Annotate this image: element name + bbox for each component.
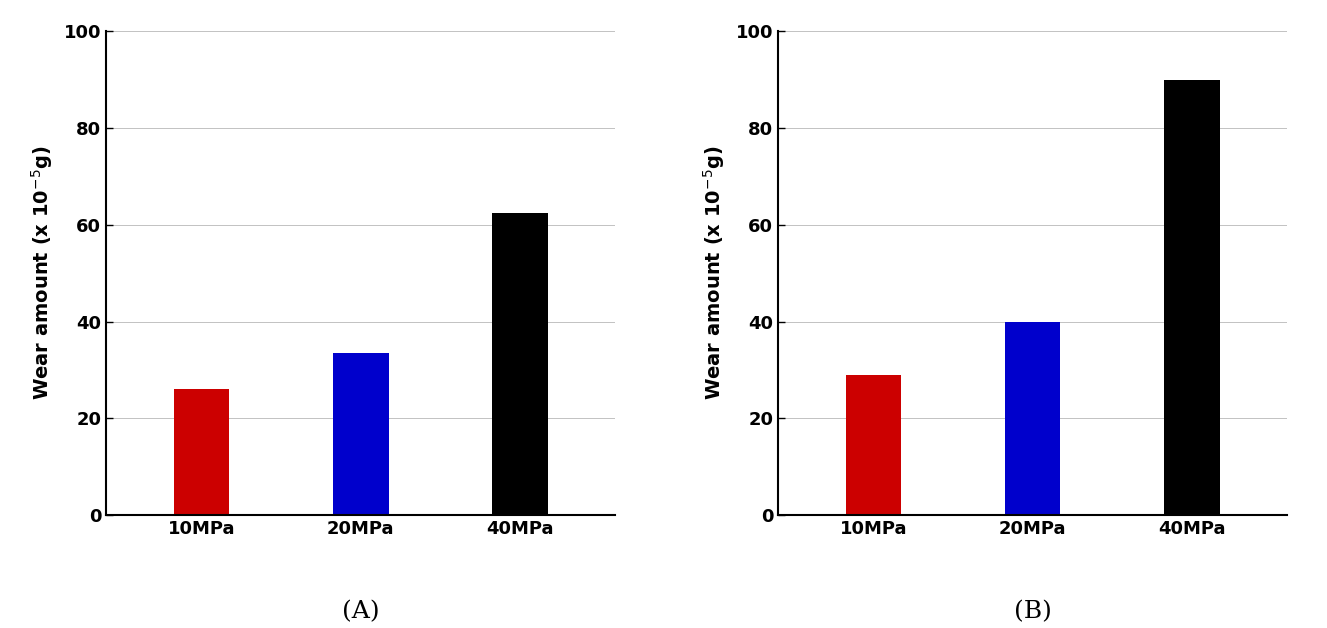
Y-axis label: Wear amount (x 10$^{-5}$g): Wear amount (x 10$^{-5}$g) [702,146,727,401]
Bar [1005,322,1060,515]
Bar [174,389,230,515]
Text: (B): (B) [1014,600,1051,623]
Bar [492,213,548,515]
Bar [845,375,901,515]
Bar [333,353,389,515]
Bar [1164,80,1220,515]
Text: (A): (A) [342,600,380,623]
Y-axis label: Wear amount (x 10$^{-5}$g): Wear amount (x 10$^{-5}$g) [29,146,56,401]
